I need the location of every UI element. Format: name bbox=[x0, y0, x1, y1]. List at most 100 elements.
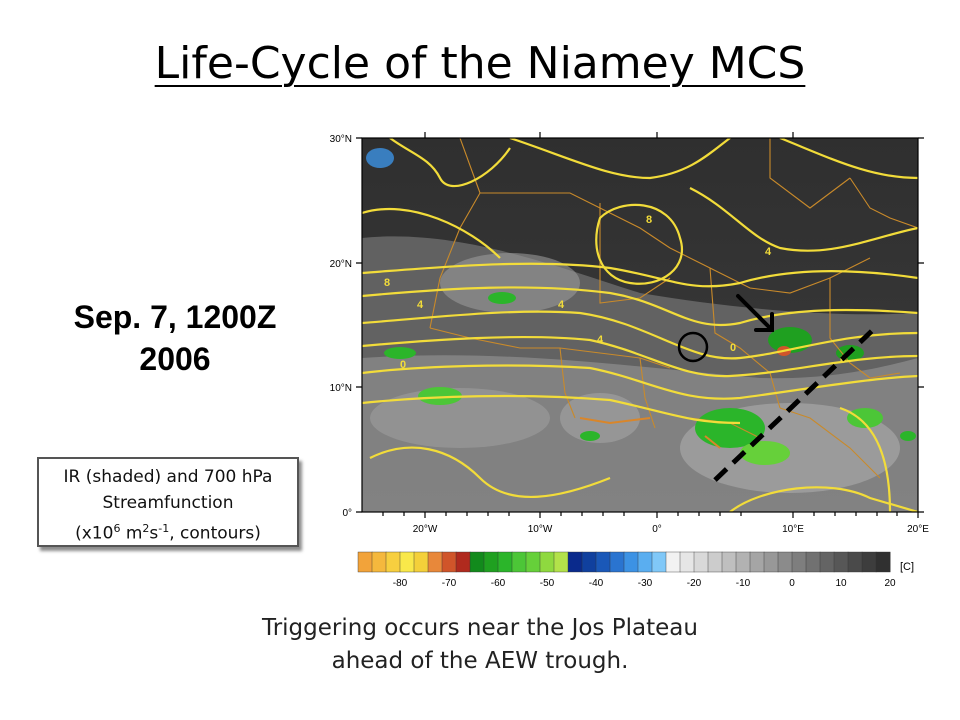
map-svg: 8 4 4 4 0 4 8 0 0 bbox=[330, 132, 930, 589]
bottom-line-2: ahead of the AEW trough. bbox=[331, 648, 629, 674]
colorbar-swatch bbox=[567, 551, 583, 573]
convective-cell bbox=[740, 441, 790, 465]
colorbar-swatch bbox=[651, 551, 667, 573]
convective-cell bbox=[695, 408, 765, 448]
colorbar-swatch bbox=[861, 551, 877, 573]
satellite-map-figure: 8 4 4 4 0 4 8 0 0 bbox=[310, 118, 950, 589]
colorbar-swatch bbox=[875, 551, 891, 573]
colorbar-swatch bbox=[735, 551, 751, 573]
convective-cell bbox=[418, 387, 462, 405]
colorbar-tick-label: 0 bbox=[789, 578, 795, 588]
colorbar-tick-label: -60 bbox=[491, 578, 506, 588]
colorbar-swatch bbox=[805, 551, 821, 573]
colorbar-swatch bbox=[539, 551, 555, 573]
cloud-patch bbox=[560, 393, 640, 443]
colorbar-swatch bbox=[371, 551, 387, 573]
colorbar-swatch bbox=[721, 551, 737, 573]
caption-units-post: , contours) bbox=[169, 523, 261, 544]
colorbar-tick-label: 20 bbox=[884, 578, 896, 588]
lat-label: 30°N bbox=[330, 134, 352, 145]
convective-cell bbox=[847, 408, 883, 428]
contour-label: 4 bbox=[597, 334, 604, 346]
colorbar-swatch bbox=[483, 551, 499, 573]
lat-label: 20°N bbox=[330, 259, 352, 270]
colorbar-tick-labels: -80 -70 -60 -50 -40 -30 -20 -10 0 10 20 bbox=[393, 578, 896, 589]
colorbar-swatch bbox=[511, 551, 527, 573]
colorbar-tick-label: -50 bbox=[540, 578, 555, 588]
colorbar-swatch bbox=[525, 551, 541, 573]
colorbar-swatch bbox=[637, 551, 653, 573]
caption-line-1: IR (shaded) and 700 hPa bbox=[63, 467, 273, 487]
colorbar-swatch bbox=[441, 551, 457, 573]
convective-cell bbox=[488, 292, 516, 304]
lon-label: 10°W bbox=[528, 524, 553, 535]
colorbar-swatch bbox=[497, 551, 513, 573]
colorbar-swatch bbox=[469, 551, 485, 573]
convective-cell bbox=[580, 431, 600, 441]
colorbar-swatch bbox=[399, 551, 415, 573]
colorbar-swatch bbox=[357, 551, 373, 573]
date-line-1: Sep. 7, 1200Z bbox=[73, 299, 277, 335]
colorbar-swatch bbox=[707, 551, 723, 573]
colorbar-swatch bbox=[553, 551, 569, 573]
colorbar-swatch bbox=[581, 551, 597, 573]
colorbar-swatch bbox=[847, 551, 863, 573]
lon-label: 10°E bbox=[782, 524, 804, 535]
convective-cell bbox=[900, 431, 916, 441]
niamey-circle-marker bbox=[677, 331, 709, 363]
colorbar-swatch bbox=[595, 551, 611, 573]
cloud-patch bbox=[440, 253, 580, 313]
contour-label: 4 bbox=[417, 299, 424, 311]
convective-cell bbox=[366, 148, 394, 168]
caption-units-mid: m bbox=[120, 523, 143, 544]
colorbar-swatch bbox=[609, 551, 625, 573]
map-panel: 8 4 4 4 0 4 8 0 0 bbox=[362, 138, 918, 512]
colorbar-tick-label: 10 bbox=[835, 578, 847, 588]
colorbar-tick-label: -70 bbox=[442, 578, 457, 588]
colorbar-swatch bbox=[427, 551, 443, 573]
bottom-description: Triggering occurs near the Jos Plateau a… bbox=[200, 612, 760, 678]
colorbar-tick-label: -10 bbox=[736, 578, 751, 588]
colorbar-swatch bbox=[665, 551, 681, 573]
colorbar-swatch bbox=[749, 551, 765, 573]
caption-units-mid2: s bbox=[149, 523, 159, 544]
caption-units-exp2: 2 bbox=[142, 522, 150, 535]
contour-label: 8 bbox=[646, 214, 652, 226]
lat-label: 0° bbox=[342, 508, 352, 519]
lat-label: 10°N bbox=[330, 383, 352, 394]
longitude-labels: 20°W 10°W 0° 10°E 20°E bbox=[413, 524, 930, 535]
colorbar-tick-label: -80 bbox=[393, 578, 408, 588]
colorbar-swatch bbox=[819, 551, 835, 573]
slide-title: Life-Cycle of the Niamey MCS bbox=[154, 38, 806, 89]
caption-box: IR (shaded) and 700 hPa Streamfunction (… bbox=[37, 457, 299, 547]
colorbar-unit: [C] bbox=[900, 561, 914, 573]
map-frame bbox=[361, 137, 919, 513]
country-borders bbox=[429, 138, 918, 479]
lon-label: 20°W bbox=[413, 524, 438, 535]
colorbar-swatch bbox=[777, 551, 793, 573]
colorbar bbox=[357, 551, 891, 573]
contour-label: 4 bbox=[765, 246, 772, 258]
caption-line-2: Streamfunction bbox=[102, 493, 234, 513]
colorbar-swatch bbox=[791, 551, 807, 573]
streamfunction-contours bbox=[362, 138, 918, 512]
aew-trough-dashed-line bbox=[713, 326, 877, 482]
colorbar-swatch bbox=[833, 551, 849, 573]
caption-units-exp1: 6 bbox=[113, 522, 121, 535]
axis-ticks bbox=[356, 132, 924, 518]
contour-label: 4 bbox=[558, 299, 565, 311]
date-line-2: 2006 bbox=[139, 341, 211, 377]
colorbar-swatch bbox=[763, 551, 779, 573]
colorbar-tick-label: -30 bbox=[638, 578, 653, 588]
contour-label: 8 bbox=[384, 277, 390, 289]
colorbar-tick-label: -20 bbox=[687, 578, 702, 588]
colorbar-swatch bbox=[413, 551, 429, 573]
colorbar-swatch bbox=[679, 551, 695, 573]
lon-label: 0° bbox=[652, 524, 662, 535]
caption-units-exp3: -1 bbox=[158, 522, 170, 535]
contour-label: 0 bbox=[400, 359, 406, 371]
colorbar-swatch bbox=[623, 551, 639, 573]
cloud-patch bbox=[370, 388, 550, 448]
convective-cell bbox=[384, 347, 416, 359]
caption-units-pre: (x10 bbox=[75, 523, 114, 544]
